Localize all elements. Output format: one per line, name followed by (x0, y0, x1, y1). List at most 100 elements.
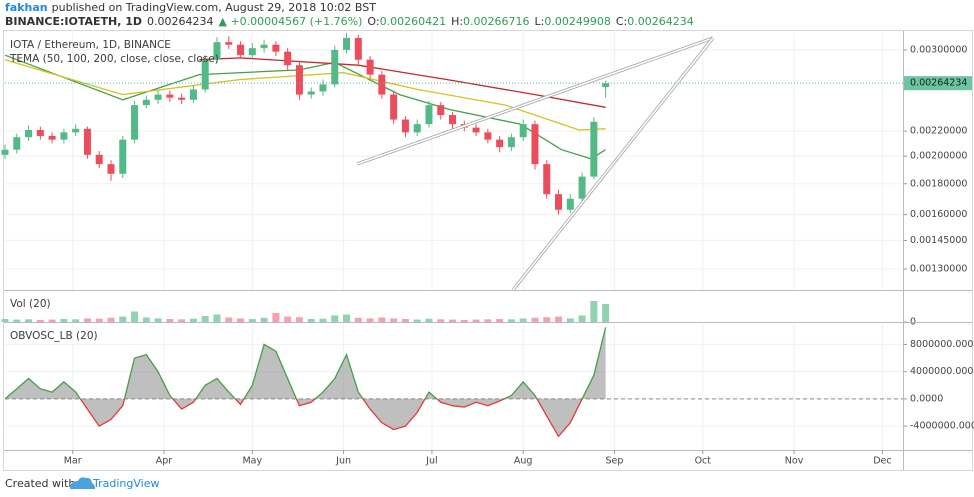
brand-logo[interactable] (70, 477, 95, 489)
y-tick-label: 4000000.0000 (910, 366, 974, 377)
x-tick-label: Jun (335, 456, 351, 467)
x-tick-label: May (242, 456, 262, 467)
ohlc-value: 0.00264234 (627, 15, 693, 28)
candle-body (166, 94, 174, 98)
footer-text: Created with (5, 477, 75, 490)
volume-bar (260, 317, 268, 322)
y-tick-label: 8000000.0000 (910, 339, 974, 350)
volume-bar (331, 315, 339, 322)
candle-body (201, 59, 209, 90)
change: ▲ +0.00004567 (+1.76%) (219, 15, 363, 28)
candle-body (131, 105, 139, 140)
last-price-box (904, 76, 972, 91)
ohlc-value: 0.00249908 (544, 15, 610, 28)
x-tick-label: Jul (425, 456, 437, 467)
volume-bar (366, 318, 374, 322)
candle-body (331, 49, 339, 85)
volume-bar (72, 319, 80, 322)
volume-bar (25, 319, 33, 322)
volume-bar (213, 314, 221, 322)
candle-body (472, 127, 480, 133)
candle-body (248, 48, 256, 56)
brand-name[interactable]: TradingView (92, 477, 159, 490)
candle-body (319, 84, 327, 92)
volume-bar (390, 318, 398, 322)
volume-bar (484, 319, 492, 322)
candle-body (390, 94, 398, 120)
y-tick-label: 0.00180000 (910, 178, 967, 189)
candle-body (484, 132, 492, 140)
volume-bar (142, 317, 150, 322)
candle-body (95, 154, 103, 165)
candle-body (72, 128, 80, 133)
volume-bar (295, 317, 303, 322)
published: published on TradingView.com, August 29,… (52, 1, 377, 14)
candle-body (578, 176, 586, 199)
candle-body (237, 44, 245, 56)
volume-bar (237, 318, 245, 322)
candle-body (272, 44, 280, 52)
candle-body (602, 83, 610, 87)
candle-body (354, 37, 362, 60)
volume-bar (555, 316, 563, 322)
last-price-label: 0.00264234 (910, 78, 967, 89)
volume-bar (472, 319, 480, 322)
volume-bar (48, 319, 56, 322)
candle-body (366, 59, 374, 75)
volume-bar (83, 318, 91, 322)
ohlc-value: 0.00260421 (380, 15, 446, 28)
volume-bar (95, 318, 103, 322)
candle-body (13, 137, 21, 150)
volume-bar (319, 318, 327, 322)
candle-body (60, 132, 68, 140)
drawings (356, 36, 715, 291)
candle-body (178, 97, 186, 100)
candle-body (260, 44, 268, 49)
volume-bar (531, 317, 539, 322)
trend-line (356, 37, 714, 165)
price: 0.00264234 (147, 15, 213, 28)
x-tick-label: Nov (785, 456, 804, 467)
x-tick-label: Mar (64, 456, 82, 467)
candle-body (425, 105, 433, 125)
candle-body (496, 139, 504, 148)
volume-bar (225, 317, 233, 322)
candle-body (437, 105, 445, 116)
volume-bar (507, 319, 515, 322)
candle-body (519, 124, 527, 138)
candle-body (543, 164, 551, 195)
volume-bar (131, 311, 139, 322)
symbol: BINANCE:IOTAETH, 1D (5, 15, 142, 28)
volume-bar (437, 319, 445, 322)
panel-title: IOTA / Ethereum, 1D, BINANCE (10, 39, 171, 51)
volume-bar (272, 313, 280, 322)
candle-body (189, 89, 197, 100)
volume-bar (354, 317, 362, 322)
volume-bar (154, 318, 162, 322)
ohlc-label: L: (535, 15, 545, 28)
volume-bar (178, 319, 186, 322)
y-tick-label: 0.00160000 (910, 209, 967, 220)
volume-bar (378, 317, 386, 322)
volume-bar (602, 304, 610, 322)
volume-bar (119, 316, 127, 322)
candle-body (295, 65, 303, 95)
volume-bar (1, 319, 9, 322)
author[interactable]: fakhan (5, 1, 48, 14)
volume-bar (519, 318, 527, 322)
candle-body (284, 51, 292, 66)
y-tick-label: 0.00220000 (910, 126, 967, 137)
volume-bar (307, 319, 315, 322)
candle-body (48, 135, 56, 140)
candle-body (531, 124, 539, 165)
y-tick-label: 0.00300000 (910, 44, 967, 55)
volume-bar (60, 319, 68, 322)
candle-body (555, 194, 563, 210)
trend-line (512, 37, 714, 291)
candle-body (119, 139, 127, 174)
candle-body (449, 115, 457, 125)
volume-bar (107, 317, 115, 322)
ohlc-label: O: (367, 15, 379, 28)
candle-body (307, 91, 315, 95)
